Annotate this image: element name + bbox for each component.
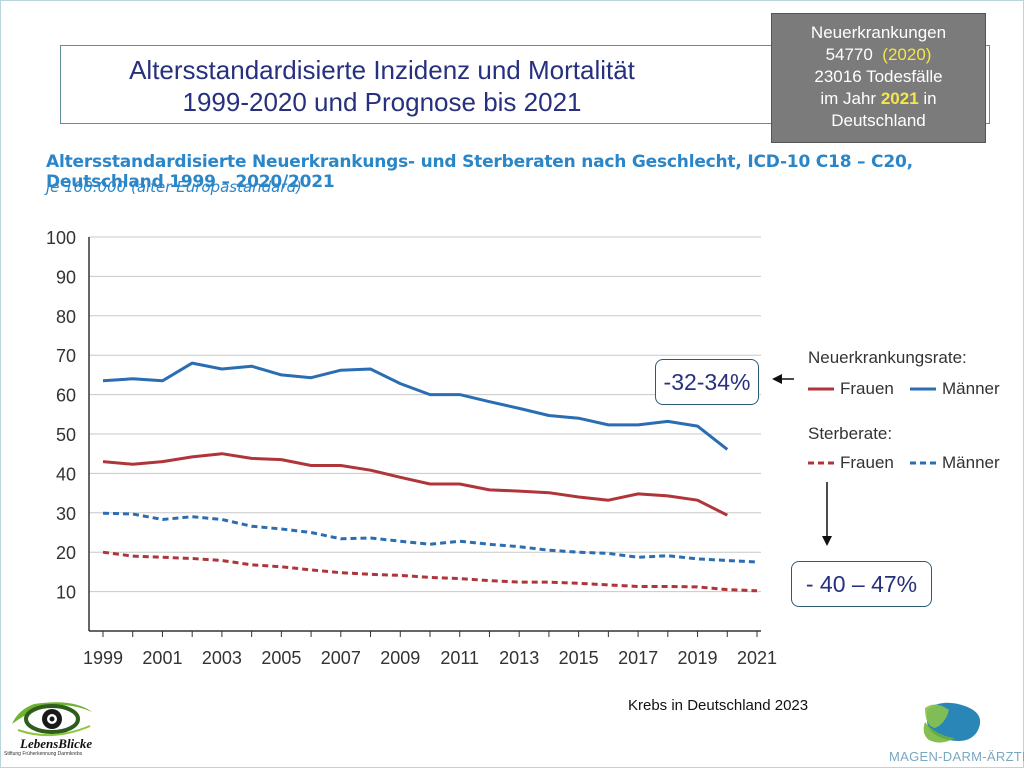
lebensblicke-logo-name: LebensBlicke [20, 736, 93, 751]
callout-line5: Deutschland [831, 111, 926, 130]
y-tick-label-20: 20 [56, 543, 76, 563]
slide-title-line1: Altersstandardisierte Inzidenz und Morta… [129, 55, 635, 85]
callout-line2: 54770 (2020) [772, 44, 985, 66]
eye-logo-icon [12, 702, 92, 737]
series-line-mortality-women [102, 550, 758, 593]
callout-line1: Neuerkrankungen [810, 23, 947, 42]
x-tick-labels: 1999 2001 2003 2005 2007 2009 2011 2013 2015 2017… [83, 648, 777, 668]
callout-line4: im Jahr 2021 in [772, 88, 985, 110]
annotation-arrows [772, 374, 832, 546]
source-note: Krebs in Deutschland 2023 [628, 697, 809, 714]
mortality-change-badge: - 40 – 47% [791, 561, 932, 607]
x-tick-label-2011: 2011 [440, 648, 479, 668]
series-lines [102, 361, 758, 593]
legend-incidence-women-label: Frauen [840, 379, 894, 398]
x-tick-label-2009: 2009 [380, 648, 420, 668]
x-tick-label-2019: 2019 [678, 648, 718, 668]
y-tick-label-70: 70 [56, 346, 76, 366]
incidence-change-badge: -32-34% [655, 359, 759, 405]
callout-year-suffix: in [923, 89, 937, 108]
callout-new-cases-value: 54770 [825, 45, 873, 64]
y-tick-label-100: 100 [46, 228, 76, 248]
grid-lines [89, 236, 761, 593]
x-tick-label-2021: 2021 [737, 648, 777, 668]
y-tick-label-10: 10 [56, 583, 76, 603]
y-tick-label-30: 30 [56, 504, 76, 524]
y-tick-label-60: 60 [56, 386, 76, 406]
x-tick-label-1999: 1999 [83, 648, 123, 668]
callout-death-year: 2021 [880, 89, 919, 108]
x-tick-label-2005: 2005 [261, 648, 301, 668]
x-tick-label-2007: 2007 [321, 648, 361, 668]
statistics-callout: Neuerkrankungen 54770 (2020) 23016 Todes… [771, 13, 986, 143]
legend-mortality-men-label: Männer [942, 453, 1000, 472]
legend-mortality-women-label: Frauen [840, 453, 894, 472]
mortality-arrow-head [822, 536, 832, 546]
x-tick-label-2017: 2017 [618, 648, 658, 668]
y-tick-label-80: 80 [56, 307, 76, 327]
callout-new-cases-year: (2020) [882, 45, 932, 64]
magen-darm-aerzte-logo-text: MAGEN-DARM-ÄRZTE.DE [889, 749, 1024, 764]
x-tick-label-2003: 2003 [202, 648, 242, 668]
y-tick-label-50: 50 [56, 425, 76, 445]
slide-title-line2: 1999-2020 und Prognose bis 2021 [182, 87, 582, 117]
legend-swatches [808, 387, 936, 465]
lebensblicke-logo-tagline: Stiftung Früherkennung Darmkrebs [4, 751, 83, 757]
axes [88, 237, 761, 637]
chart-title: Altersstandardisierte Neuerkrankungs- un… [46, 152, 913, 192]
callout-year-prefix: im Jahr [820, 89, 877, 108]
x-tick-label-2001: 2001 [142, 648, 182, 668]
y-tick-labels: 10 20 30 40 50 60 70 80 90 100 [46, 228, 76, 603]
legend-incidence-heading: Neuerkrankungsrate: [808, 348, 967, 367]
blob-logo-icon [923, 702, 981, 743]
series-line-mortality-men [102, 511, 758, 564]
legend-mortality-heading: Sterberate: [808, 424, 893, 443]
x-tick-label-2015: 2015 [559, 648, 599, 668]
chart-subtitle: je 100.000 (alter Europastandard) [46, 178, 302, 196]
series-line-incidence-women [102, 452, 728, 517]
magen-darm-aerzte-logo: MAGEN-DARM-ÄRZTE.DE [885, 696, 1024, 766]
y-tick-label-40: 40 [56, 464, 76, 484]
legend-incidence-men-label: Männer [942, 379, 1000, 398]
lebensblicke-logo: LebensBlicke Stiftung Früherkennung Darm… [4, 690, 114, 762]
slide-title: Altersstandardisierte Inzidenz und Morta… [82, 54, 682, 118]
series-line-incidence-men [102, 361, 729, 451]
incidence-arrow-head [772, 374, 782, 384]
callout-line3: 23016 Todesfälle [814, 67, 943, 86]
x-tick-label-2013: 2013 [499, 648, 539, 668]
y-tick-label-90: 90 [56, 267, 76, 287]
